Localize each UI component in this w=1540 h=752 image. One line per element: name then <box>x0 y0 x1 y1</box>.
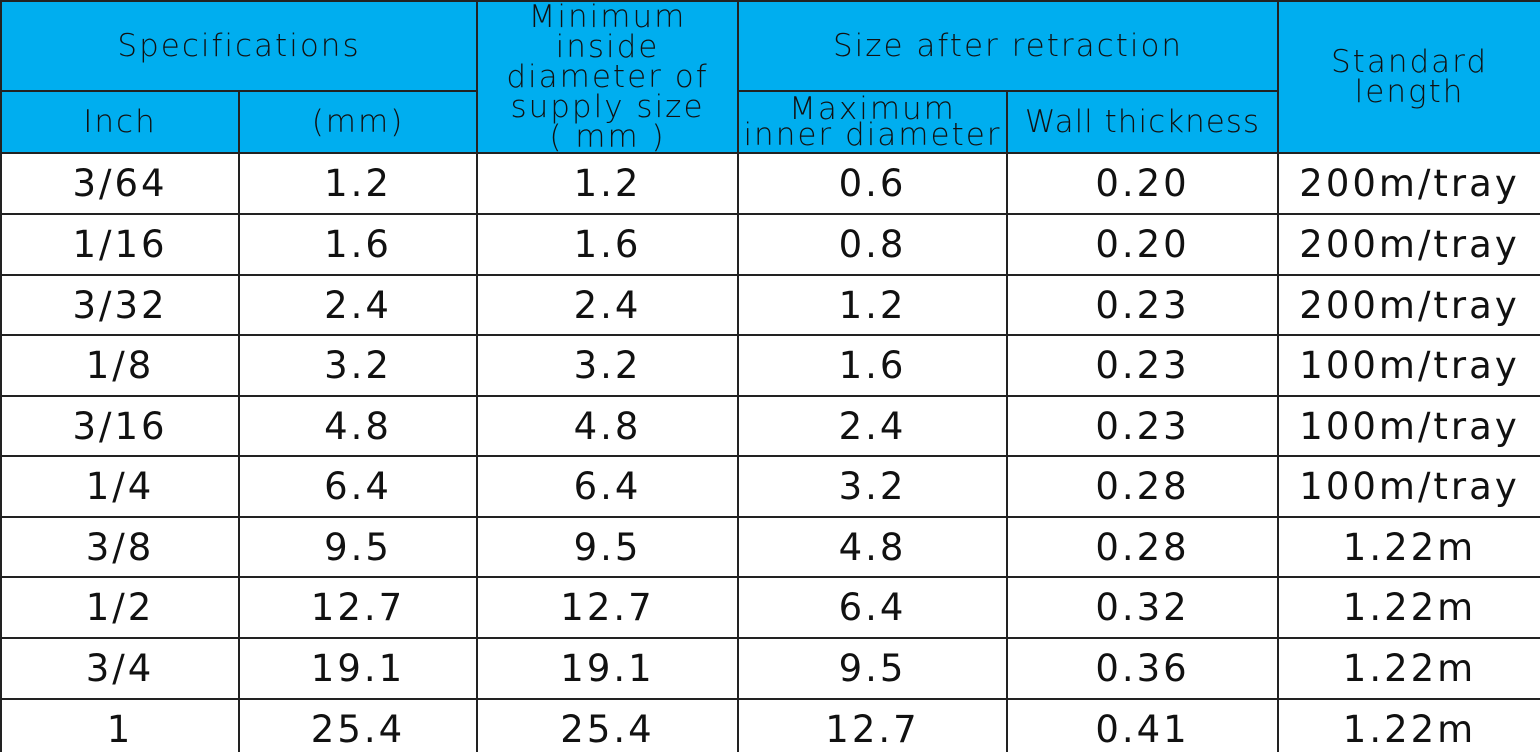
table-cell: 1/8 <box>0 334 240 397</box>
header-cell: Inch <box>0 89 240 155</box>
header-cell: Standard length <box>1277 0 1540 154</box>
table-cell: 4.8 <box>238 395 478 457</box>
table-cell: 1/4 <box>0 455 240 518</box>
table-cell: 3/32 <box>0 274 240 336</box>
table-cell: 19.1 <box>476 637 739 700</box>
table-cell: 0.20 <box>1005 152 1280 215</box>
table-body: 3/64 1.2 1.2 0.6 0.20 200m/tray 1/16 1.6 1.6 0.8 0… <box>0 152 1540 752</box>
header-line: inner diameter <box>743 116 1002 153</box>
table-cell: 2.4 <box>476 274 739 336</box>
table-cell: 1/2 <box>0 576 240 639</box>
table-cell: 0.28 <box>1005 455 1280 518</box>
table-cell: 0.23 <box>1005 274 1280 336</box>
header-row: Inch (mm) Maximum inner diameter Wall th… <box>0 89 1540 155</box>
table-row: 3/32 2.4 2.4 1.2 0.23 200m/tray <box>0 274 1540 336</box>
header-line: length <box>1354 74 1465 110</box>
header-line: Standard <box>1331 44 1489 80</box>
table-row: 1 25.4 25.4 12.7 0.41 1.22m <box>0 698 1540 752</box>
table-cell: 6.4 <box>476 455 739 518</box>
table-cell: 4.8 <box>476 395 739 457</box>
table-cell: 0.32 <box>1005 576 1280 639</box>
table-cell: 1.2 <box>476 152 739 215</box>
header-cell: Wall thickness <box>1005 89 1280 155</box>
header-line: Maximum <box>789 90 956 127</box>
table-cell: 0.20 <box>1005 213 1280 276</box>
header-line: diameter of <box>506 59 709 95</box>
table-cell: 3/64 <box>0 152 240 215</box>
table-cell: 1.22m <box>1277 698 1540 752</box>
table-header: Specifications Minimum inside diameter o… <box>0 0 1540 155</box>
table-cell: 0.8 <box>737 213 1008 276</box>
table-cell: 1.22m <box>1277 637 1540 700</box>
header-cell: Size after retraction <box>736 0 1280 92</box>
table-row: 1/2 12.7 12.7 6.4 0.32 1.22m <box>0 576 1540 639</box>
table-cell: 0.23 <box>1005 334 1280 397</box>
table-cell: 1.6 <box>737 334 1008 397</box>
table-row: 1/8 3.2 3.2 1.6 0.23 100m/tray <box>0 334 1540 397</box>
table-row: 3/16 4.8 4.8 2.4 0.23 100m/tray <box>0 395 1540 457</box>
table-cell: 2.4 <box>238 274 478 336</box>
table-cell: 3/16 <box>0 395 240 457</box>
table-cell: 4.8 <box>737 516 1008 578</box>
table-row: 1/16 1.6 1.6 0.8 0.20 200m/tray <box>0 213 1540 276</box>
table-cell: 200m/tray <box>1277 213 1540 276</box>
table-cell: 100m/tray <box>1277 455 1540 518</box>
table-cell: 200m/tray <box>1277 274 1540 336</box>
header-line: Minimum inside <box>528 1 687 65</box>
table-cell: 100m/tray <box>1277 334 1540 397</box>
header-line: supply size <box>510 89 705 125</box>
table-cell: 0.23 <box>1005 395 1280 457</box>
table-row: 3/8 9.5 9.5 4.8 0.28 1.22m <box>0 516 1540 578</box>
table-cell: 3.2 <box>737 455 1008 518</box>
table-row: 3/4 19.1 19.1 9.5 0.36 1.22m <box>0 637 1540 700</box>
table-cell: 0.28 <box>1005 516 1280 578</box>
table-cell: 1.22m <box>1277 516 1540 578</box>
table-cell: 3.2 <box>476 334 739 397</box>
table-cell: 25.4 <box>238 698 478 752</box>
header-row: Specifications Minimum inside diameter o… <box>0 0 1540 154</box>
table-cell: 0.6 <box>737 152 1008 215</box>
header-cell: Maximum inner diameter <box>737 89 1008 155</box>
header-cell: Minimum inside diameter of supply size (… <box>476 0 739 154</box>
table-cell: 19.1 <box>238 637 478 700</box>
table-cell: 1.22m <box>1277 576 1540 639</box>
table-cell: 0.41 <box>1005 698 1280 752</box>
table-cell: 200m/tray <box>1277 152 1540 215</box>
header-cell: (mm) <box>238 89 478 155</box>
table-cell: 12.7 <box>737 698 1008 752</box>
table-row: 3/64 1.2 1.2 0.6 0.20 200m/tray <box>0 152 1540 215</box>
table-cell: 1.2 <box>737 274 1008 336</box>
table-cell: 3/4 <box>0 637 240 700</box>
header-line: ( mm ) <box>549 119 666 153</box>
table-cell: 0.36 <box>1005 637 1280 700</box>
table-cell: 1 <box>0 698 240 752</box>
table-cell: 9.5 <box>737 637 1008 700</box>
table-cell: 6.4 <box>737 576 1008 639</box>
table-cell: 1.6 <box>476 213 739 276</box>
table-cell: 12.7 <box>476 576 739 639</box>
table-cell: 100m/tray <box>1277 395 1540 457</box>
table-cell: 12.7 <box>238 576 478 639</box>
table-cell: 3/8 <box>0 516 240 578</box>
header-cell: Specifications <box>0 0 478 92</box>
table-cell: 25.4 <box>476 698 739 752</box>
table-cell: 6.4 <box>238 455 478 518</box>
table-cell: 9.5 <box>476 516 739 578</box>
table-cell: 9.5 <box>238 516 478 578</box>
table-cell: 2.4 <box>737 395 1008 457</box>
table-cell: 3.2 <box>238 334 478 397</box>
table-cell: 1.6 <box>238 213 478 276</box>
table-cell: 1/16 <box>0 213 240 276</box>
table-cell: 1.2 <box>238 152 478 215</box>
table-row: 1/4 6.4 6.4 3.2 0.28 100m/tray <box>0 455 1540 518</box>
